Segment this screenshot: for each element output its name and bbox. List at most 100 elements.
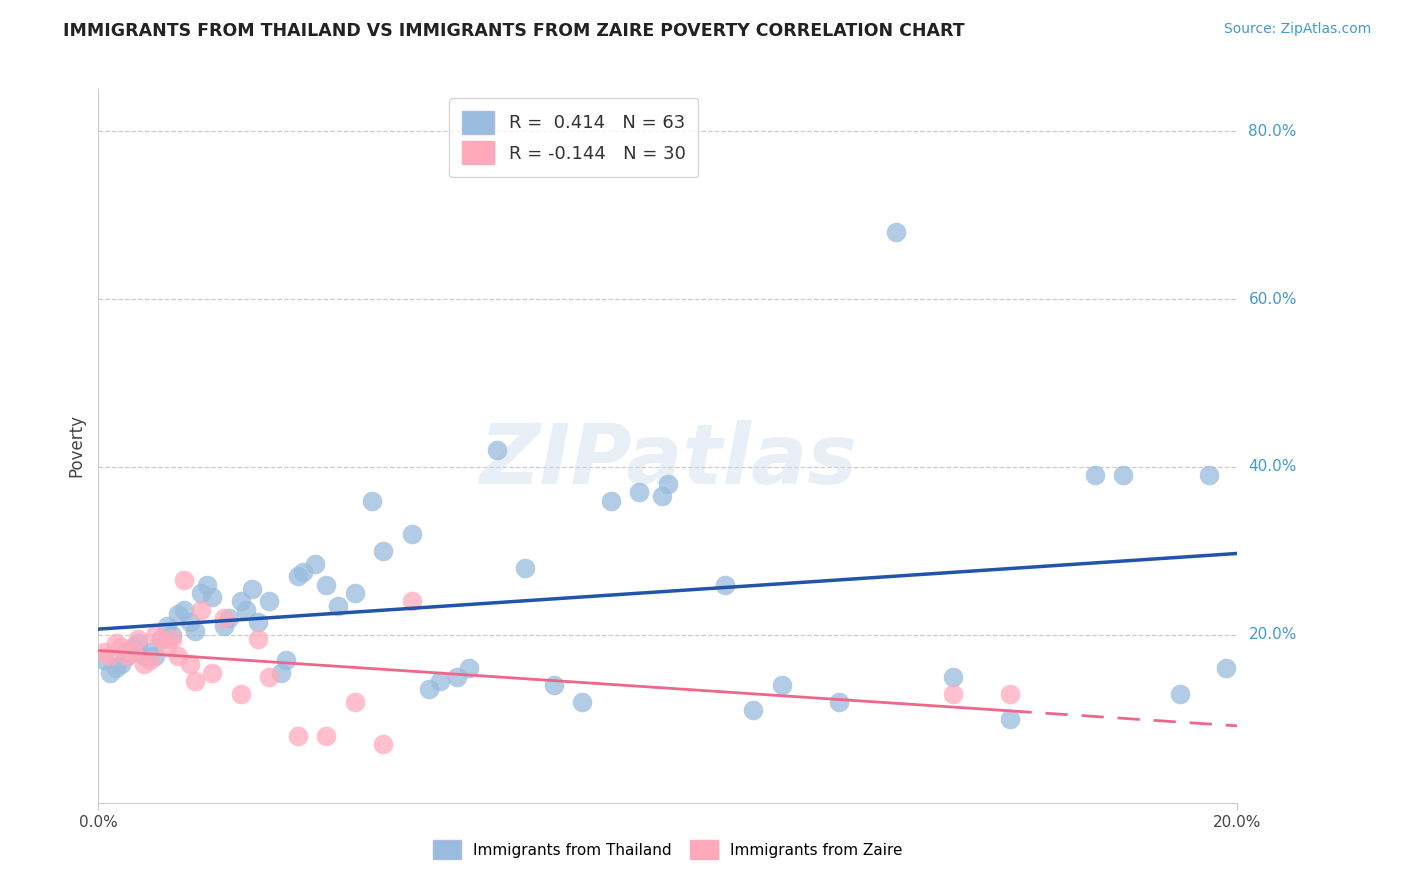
Point xyxy=(343,695,366,709)
Point xyxy=(184,674,207,689)
Point xyxy=(1112,468,1135,483)
Point xyxy=(657,476,679,491)
Point xyxy=(173,574,195,588)
Point xyxy=(360,493,382,508)
Point xyxy=(93,645,115,659)
Point xyxy=(571,695,593,709)
Point xyxy=(998,687,1021,701)
Point xyxy=(486,443,509,458)
Text: IMMIGRANTS FROM THAILAND VS IMMIGRANTS FROM ZAIRE POVERTY CORRELATION CHART: IMMIGRANTS FROM THAILAND VS IMMIGRANTS F… xyxy=(63,22,965,40)
Point xyxy=(828,695,851,709)
Point xyxy=(418,682,440,697)
Point xyxy=(115,648,138,663)
Point xyxy=(162,628,184,642)
Point xyxy=(201,590,224,604)
Point xyxy=(201,665,224,680)
Point xyxy=(1215,661,1237,675)
Point xyxy=(162,632,184,646)
Text: Source: ZipAtlas.com: Source: ZipAtlas.com xyxy=(1223,22,1371,37)
Point xyxy=(884,225,907,239)
Point xyxy=(98,648,121,663)
Point xyxy=(212,611,235,625)
Point xyxy=(138,653,160,667)
Text: ZIPatlas: ZIPatlas xyxy=(479,420,856,500)
Point xyxy=(132,648,155,663)
Point xyxy=(401,527,423,541)
Point xyxy=(150,632,173,646)
Point xyxy=(190,603,212,617)
Point xyxy=(246,632,269,646)
Point xyxy=(259,670,281,684)
Point xyxy=(429,674,451,689)
Point xyxy=(1170,687,1192,701)
Point xyxy=(373,737,395,751)
Point xyxy=(138,645,160,659)
Point xyxy=(121,640,143,655)
Point xyxy=(315,577,337,591)
Point xyxy=(287,569,309,583)
Text: 20.0%: 20.0% xyxy=(1249,627,1296,642)
Point xyxy=(179,615,201,630)
Point xyxy=(98,665,121,680)
Point xyxy=(179,657,201,672)
Point xyxy=(173,603,195,617)
Point xyxy=(1198,468,1220,483)
Point xyxy=(240,582,263,596)
Point xyxy=(543,678,565,692)
Point xyxy=(998,712,1021,726)
Point xyxy=(446,670,468,684)
Point xyxy=(127,636,149,650)
Point xyxy=(259,594,281,608)
Point xyxy=(115,645,138,659)
Point xyxy=(184,624,207,638)
Point xyxy=(235,603,257,617)
Point xyxy=(115,648,138,663)
Point xyxy=(326,599,349,613)
Point xyxy=(167,607,190,621)
Point xyxy=(212,619,235,633)
Point xyxy=(229,687,252,701)
Point xyxy=(292,565,315,579)
Point xyxy=(127,632,149,646)
Point xyxy=(628,485,651,500)
Point xyxy=(742,703,765,717)
Point xyxy=(600,493,623,508)
Point xyxy=(1084,468,1107,483)
Point xyxy=(110,640,132,655)
Point xyxy=(276,653,298,667)
Point xyxy=(287,729,309,743)
Point xyxy=(104,636,127,650)
Text: 60.0%: 60.0% xyxy=(1249,292,1296,307)
Point xyxy=(246,615,269,630)
Y-axis label: Poverty: Poverty xyxy=(67,415,86,477)
Point xyxy=(121,645,143,659)
Point xyxy=(145,628,167,642)
Point xyxy=(110,657,132,672)
Point xyxy=(150,632,173,646)
Point xyxy=(651,489,673,503)
Point xyxy=(167,648,190,663)
Point xyxy=(104,661,127,675)
Point xyxy=(714,577,737,591)
Point xyxy=(195,577,218,591)
Point xyxy=(229,594,252,608)
Point xyxy=(343,586,366,600)
Point xyxy=(270,665,292,680)
Point xyxy=(156,640,179,655)
Point xyxy=(145,648,167,663)
Point xyxy=(315,729,337,743)
Legend: Immigrants from Thailand, Immigrants from Zaire: Immigrants from Thailand, Immigrants fro… xyxy=(426,832,910,866)
Point xyxy=(401,594,423,608)
Point xyxy=(515,560,537,574)
Point xyxy=(942,670,965,684)
Point xyxy=(770,678,793,692)
Text: 80.0%: 80.0% xyxy=(1249,124,1296,138)
Point xyxy=(132,657,155,672)
Point xyxy=(93,653,115,667)
Point xyxy=(373,544,395,558)
Point xyxy=(457,661,479,675)
Text: 40.0%: 40.0% xyxy=(1249,459,1296,475)
Point xyxy=(218,611,240,625)
Point xyxy=(942,687,965,701)
Point xyxy=(190,586,212,600)
